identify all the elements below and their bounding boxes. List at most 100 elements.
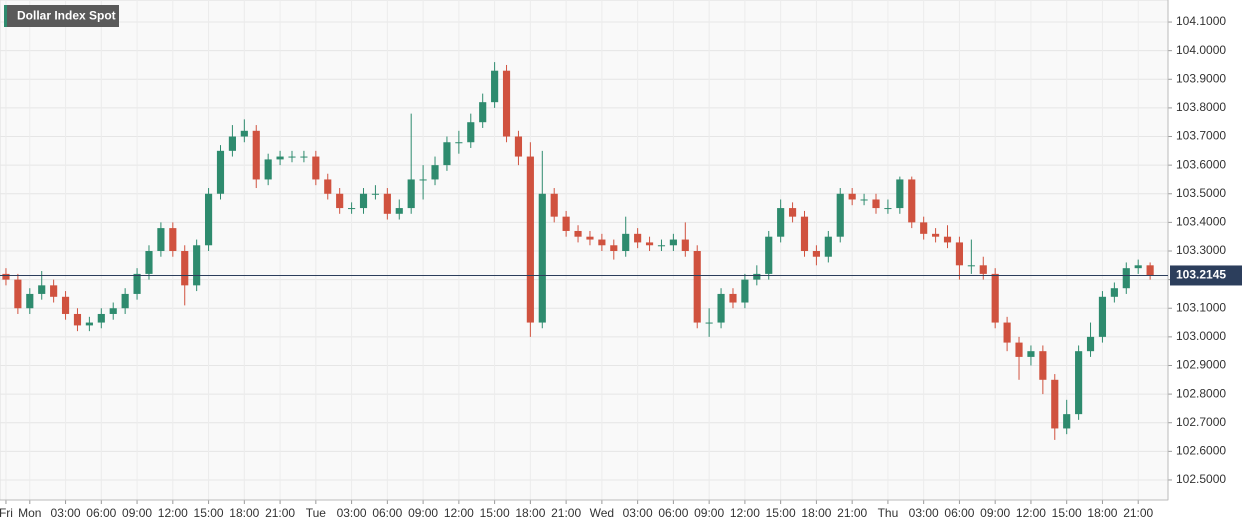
x-tick-label: 06:00 [944,506,974,520]
y-tick-label: 103.4000 [1176,215,1226,229]
candle-body [920,222,928,234]
candle-body [526,156,534,323]
x-tick-label: 12:00 [158,506,188,520]
x-tick-label: Mon [18,506,41,520]
candle-body [38,285,46,294]
candle-body [967,265,975,267]
x-tick-label: 15:00 [194,506,224,520]
candle-body [240,130,248,137]
x-tick-label: Tue [306,506,327,520]
candle-body [1110,288,1118,297]
candle-body [1063,414,1071,429]
candle-body [455,142,463,144]
candle-body [133,273,141,294]
candle-body [431,165,439,180]
x-tick-label: 09:00 [980,506,1010,520]
candle-body [574,230,582,237]
candle-body [955,242,964,266]
x-tick-label: 06:00 [658,506,688,520]
y-tick-label: 102.7000 [1176,415,1226,429]
x-tick-label: 21:00 [1123,506,1153,520]
x-tick-label: 03:00 [337,506,367,520]
candle-body [479,102,487,123]
x-tick-label: 18:00 [515,506,545,520]
candle-body [979,265,987,274]
candle-body [97,313,105,323]
candle-body [1098,296,1107,337]
y-tick-label: 103.5000 [1176,186,1226,200]
candle-body [514,136,523,157]
candle-body [61,296,70,314]
candle-body [181,251,189,286]
last-price-label: 103.2145 [1176,268,1226,282]
candle-body [681,239,689,252]
candle-body [693,251,701,323]
candle-body [634,233,642,243]
candle-body [705,322,713,324]
last-price-box [1170,265,1242,286]
candle-body [276,156,284,160]
candle-body [777,208,785,237]
candle-body [371,193,380,195]
y-tick-label: 103.3000 [1176,243,1226,257]
candle-body [753,273,761,280]
candle-body [550,193,558,217]
y-tick-label: 104.1000 [1176,14,1226,28]
candle-body [288,156,296,158]
candle-body [657,245,666,247]
candle-body [896,179,904,209]
candle-body [419,179,427,181]
candle-body [467,122,475,143]
candle-body [157,228,165,252]
candle-body [491,70,499,103]
candle-body [717,293,725,323]
candle-body [359,193,368,209]
candle-body [860,199,868,201]
x-tick-label: Wed [590,506,614,520]
candle-body [348,208,356,210]
candle-body [991,273,999,323]
candle-body [312,156,320,180]
candle-body [598,239,606,246]
candle-body [228,136,236,151]
x-tick-label: 03:00 [909,506,939,520]
candle-body [1134,265,1142,269]
candle-body [26,293,34,309]
y-tick-label: 103.8000 [1176,100,1226,114]
candle-body [502,70,511,137]
x-tick-label: 06:00 [372,506,402,520]
x-tick-label: 18:00 [1087,506,1117,520]
candle-body [562,216,570,231]
candle-body [264,159,272,180]
candle-body [252,130,260,180]
candle-body [1146,265,1154,276]
candle-body [383,193,391,214]
x-tick-label: Thu [878,506,899,520]
x-tick-label: 21:00 [265,506,295,520]
candle-body [336,193,344,209]
candle-body [908,179,916,223]
candle-body [1039,351,1047,380]
candle-body [324,179,332,194]
candle-body [14,279,22,309]
candle-body [812,251,820,257]
title-box [4,5,119,27]
candle-body [1027,351,1035,357]
candle-body [538,193,546,323]
x-tick-label: 12:00 [730,506,760,520]
x-tick-label: 21:00 [551,506,581,520]
x-tick-label: 12:00 [1016,506,1046,520]
x-tick-label: 12:00 [444,506,474,520]
x-tick-label: 03:00 [51,506,81,520]
candle-body [204,193,213,246]
y-tick-label: 104.0000 [1176,43,1226,57]
candle-body [300,156,308,158]
y-tick-label: 103.7000 [1176,129,1226,143]
candle-body [1015,342,1023,357]
candle-body [741,279,749,303]
x-tick-label: 18:00 [229,506,259,520]
chart-title: Dollar Index Spot [17,9,116,23]
x-tick-label: 09:00 [408,506,438,520]
candle-body [1075,351,1083,415]
